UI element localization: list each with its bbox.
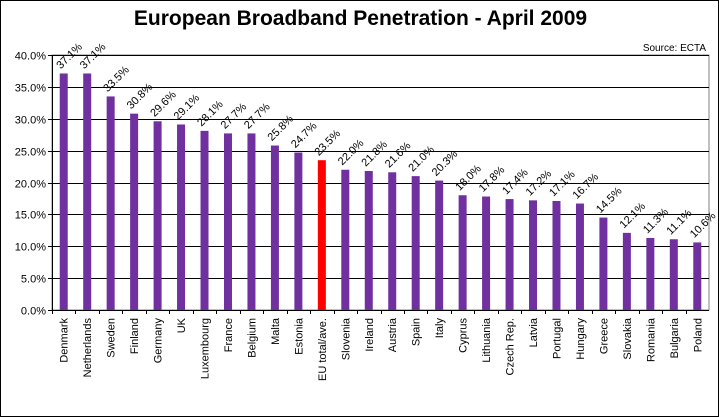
y-tick-label: 40.0% [15,51,46,63]
category-label: Italy [434,318,446,339]
chart-title: European Broadband Penetration - April 2… [133,7,588,30]
category-label: Belgium [246,318,258,358]
y-tick-label: 10.0% [15,242,46,254]
category-label: Portugal [551,318,563,359]
bar [435,180,444,310]
bar [693,242,702,310]
data-label: 27.7% [242,101,273,132]
bar [552,200,561,310]
bar [59,73,68,310]
bar [223,133,232,310]
category-label: Malta [270,317,282,345]
bar [364,171,373,310]
bar [341,169,350,310]
bar [529,200,538,310]
bar [247,133,256,310]
category-label: Luxembourg [200,318,212,379]
category-label: EU total/ave. [317,318,329,381]
bar [669,239,678,310]
data-label: 37.1% [78,41,109,72]
y-tick-label: 5.0% [21,274,46,286]
y-tick-label: 15.0% [15,210,46,222]
category-label: Austria [387,317,399,352]
bar [482,196,491,310]
category-label: Poland [692,318,704,352]
category-label: Romania [645,317,657,362]
bar [294,152,303,310]
category-label: France [223,318,235,352]
bar [575,203,584,310]
bar [317,160,326,310]
category-label: Finland [129,318,141,354]
category-label: Denmark [59,318,71,363]
y-tick-label: 20.0% [15,179,46,191]
bar [646,237,655,310]
y-tick-label: 25.0% [15,147,46,159]
category-label: Bulgaria [669,317,681,358]
bar [388,172,397,310]
bar [153,121,162,310]
bar [106,96,115,310]
data-label: 23.5% [312,128,343,159]
bar [458,195,467,310]
category-label: Estonia [293,317,305,355]
category-label: Greece [598,318,610,354]
bar [130,113,139,311]
category-label: Hungary [575,318,587,360]
bar [83,73,92,310]
data-label: 14.5% [594,185,625,216]
category-label: Slovenia [340,317,352,360]
category-label: UK [176,317,188,333]
bar [599,217,608,310]
category-label: Czech Rep. [505,318,517,375]
y-tick-label: 35.0% [15,83,46,95]
bar [622,232,631,310]
data-label: 33.5% [101,64,132,95]
category-label: Cyprus [458,318,470,353]
bar [411,176,420,310]
category-label: Latvia [528,317,540,347]
chart-source: Source: ECTA [642,43,706,54]
category-label: Lithuania [481,317,493,363]
bar [505,199,514,310]
y-tick-label: 0.0% [21,306,46,318]
bar [177,124,186,310]
category-label: Spain [411,318,423,346]
bar [200,130,209,310]
category-label: Germany [153,318,165,364]
category-label: Ireland [364,318,376,352]
category-label: Netherlands [82,318,94,378]
y-tick-label: 30.0% [15,115,46,127]
category-label: Slovakia [622,317,634,359]
category-label: Sweden [106,318,118,358]
bar [270,145,279,310]
